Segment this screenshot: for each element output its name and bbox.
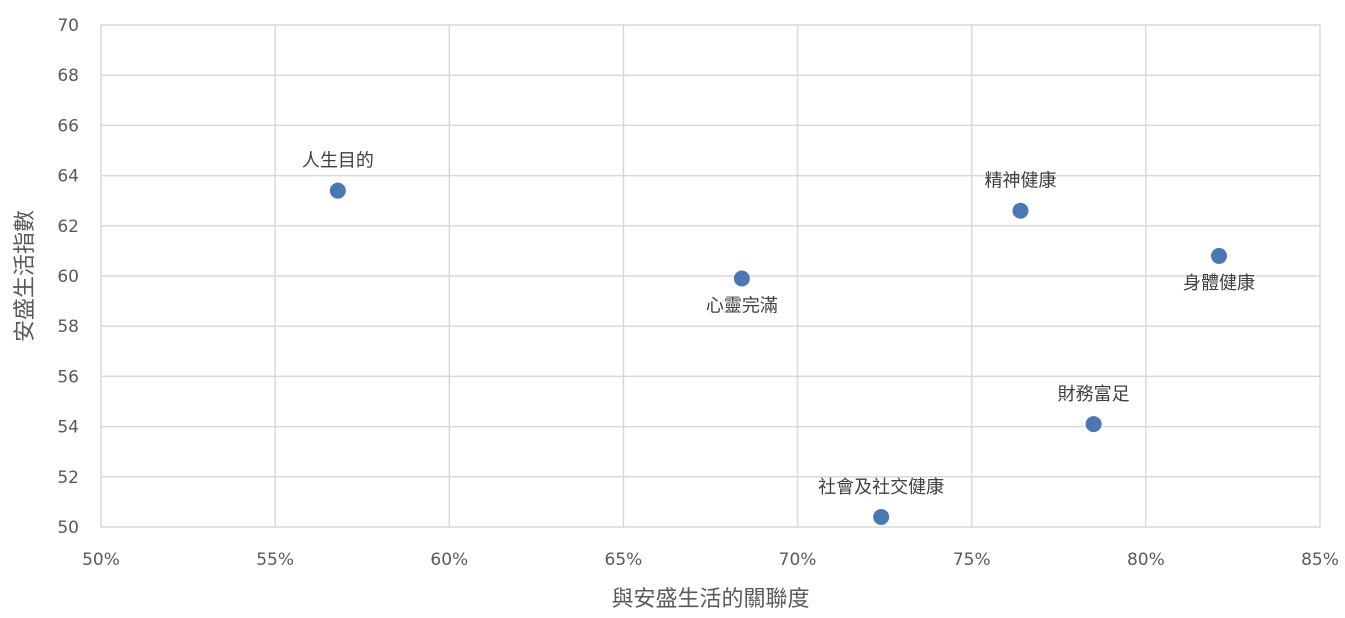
data-point-label: 精神健康 [984,171,1056,192]
data-points [329,182,1227,525]
y-tick-label: 52 [57,468,79,488]
y-tick-label: 60 [57,267,79,287]
data-point [1085,416,1102,433]
y-tick-label: 64 [57,167,79,187]
x-tick-label: 60% [430,550,468,570]
y-tick-label: 58 [57,317,79,337]
data-point [1012,202,1029,219]
x-tick-label: 55% [256,550,294,570]
y-tick-label: 70 [57,16,79,36]
x-tick-label: 50% [82,550,120,570]
grid-layer [100,24,1321,528]
x-axis-title: 與安盛生活的關聯度 [611,587,809,612]
data-point [733,270,750,287]
y-tick-label: 54 [57,418,79,438]
y-tick-label: 68 [57,66,79,86]
x-tick-label: 65% [605,550,643,570]
y-tick-label: 62 [57,217,79,237]
x-tick-label: 80% [1127,550,1165,570]
data-point [329,182,346,199]
data-point-label: 身體健康 [1183,273,1255,294]
tick-labels: 50 52 54 56 58 60 62 64 66 68 70 50% 55% 60% 65% 70% 75%… [57,16,1339,570]
x-tick-label: 75% [953,550,991,570]
data-point-label: 財務富足 [1058,384,1130,405]
y-tick-label: 50 [57,518,79,538]
data-point [873,508,890,525]
y-tick-label: 56 [57,367,79,387]
x-tick-label: 70% [779,550,817,570]
data-point-label: 人生目的 [302,151,374,172]
x-tick-label: 85% [1301,550,1339,570]
y-axis-title: 安盛生活指數 [13,210,38,342]
data-point [1210,247,1227,264]
y-tick-label: 66 [57,116,79,136]
data-point-label: 社會及社交健康 [818,477,944,498]
data-point-label: 心靈完滿 [706,296,778,317]
